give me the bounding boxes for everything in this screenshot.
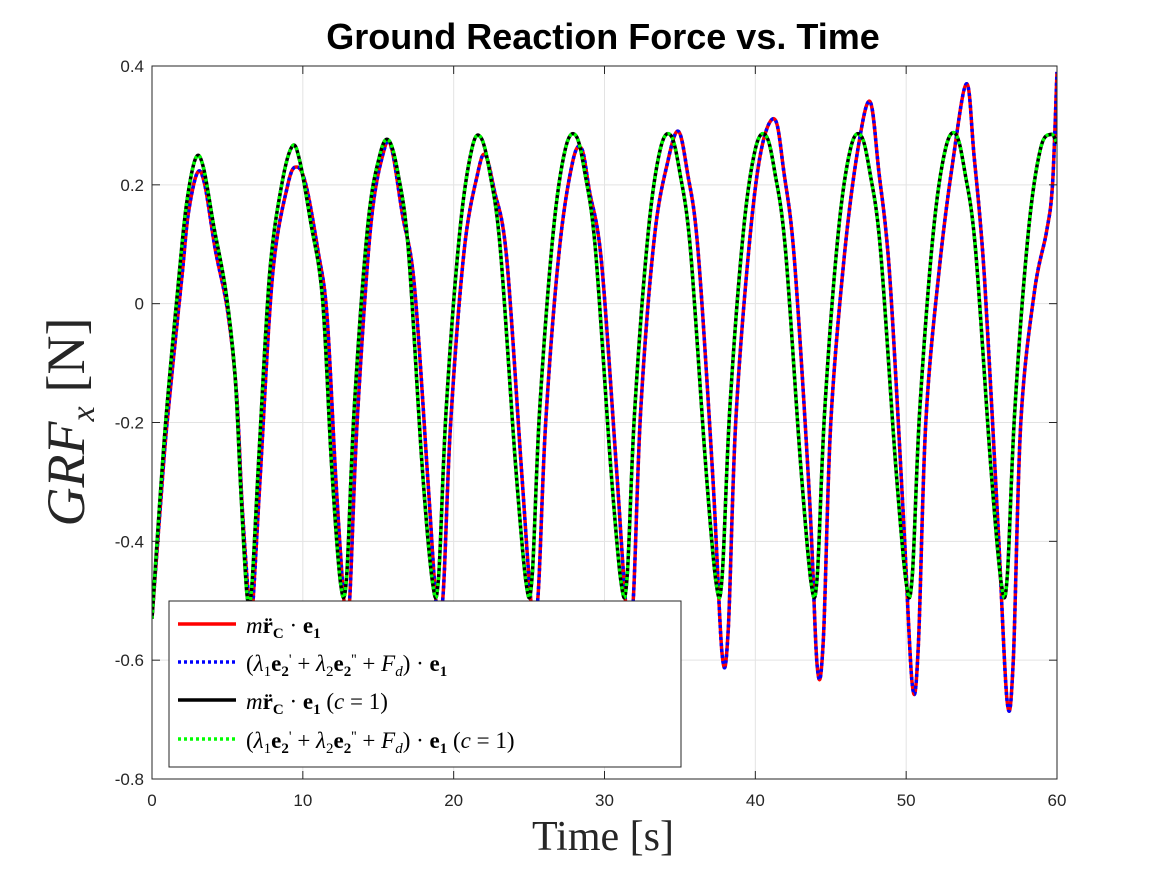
y-axis-label: GRFx [N] xyxy=(36,317,102,526)
y-tick-label: -0.6 xyxy=(115,651,144,670)
legend-label-2: (λ1e2' + λ2e2'' + Fd) · e1 xyxy=(246,651,447,680)
y-tick-label: 0 xyxy=(135,295,144,314)
x-tick-label: 10 xyxy=(293,791,312,810)
y-tick-label: 0.2 xyxy=(120,176,144,195)
legend-entry-4: (λ1e2' + λ2e2'' + Fd) · e1 (c = 1) xyxy=(178,728,515,757)
x-tick-label: 50 xyxy=(897,791,916,810)
y-axis-label-main: GRF xyxy=(36,421,96,527)
series-line-4 xyxy=(152,130,1057,619)
chart-title: Ground Reaction Force vs. Time xyxy=(326,16,879,57)
x-axis-label: Time [s] xyxy=(532,814,674,860)
legend-label-4: (λ1e2' + λ2e2'' + Fd) · e1 (c = 1) xyxy=(246,728,515,757)
legend-label-1: mr̈C · e1 xyxy=(246,613,321,642)
y-tick-label: -0.4 xyxy=(115,532,144,551)
x-tick-label: 40 xyxy=(746,791,765,810)
y-axis-label-sub: x xyxy=(65,406,102,422)
axis-ticks: 0 10 20 30 40 50 60 -0.8 -0.6 -0.4 -0.2 0 0.2 0.4 xyxy=(115,57,1067,810)
legend: mr̈C · e1 (λ1e2' + λ2e2'' + Fd) · e1 mr̈… xyxy=(168,600,682,768)
legend-entry-1: mr̈C · e1 xyxy=(178,613,321,642)
series-line-2 xyxy=(152,71,1057,713)
series-layer xyxy=(152,71,1057,713)
legend-box xyxy=(168,600,682,768)
legend-entry-2: (λ1e2' + λ2e2'' + Fd) · e1 xyxy=(178,651,447,680)
x-tick-label: 20 xyxy=(444,791,463,810)
y-tick-label: -0.2 xyxy=(115,414,144,433)
y-axis-label-unit: [N] xyxy=(36,317,96,392)
y-tick-label: -0.8 xyxy=(115,770,144,789)
x-tick-label: 0 xyxy=(147,791,156,810)
x-tick-label: 30 xyxy=(595,791,614,810)
legend-entry-3: mr̈C · e1 (c = 1) xyxy=(178,689,388,718)
legend-label-3: mr̈C · e1 (c = 1) xyxy=(246,689,388,718)
y-tick-label: 0.4 xyxy=(120,57,144,76)
x-tick-label: 60 xyxy=(1048,791,1067,810)
